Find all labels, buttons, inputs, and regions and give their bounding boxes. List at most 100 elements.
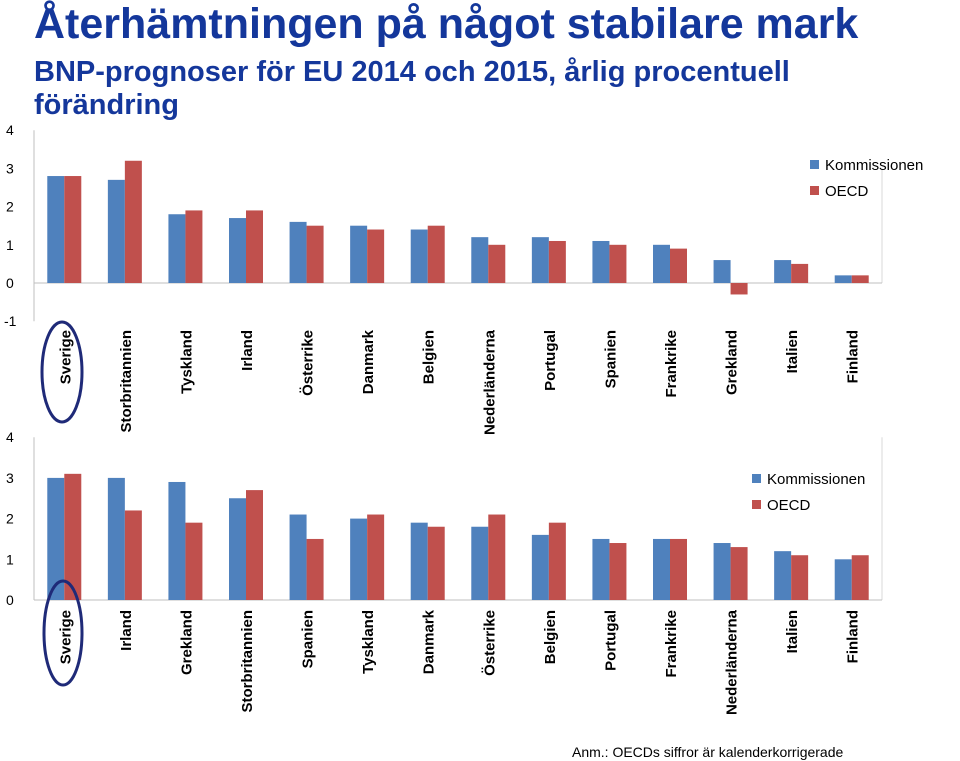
bar-oecd [64,473,82,600]
bar-oecd [306,225,324,283]
y-tick-label: 1 [6,237,14,253]
bar-oecd [609,244,627,283]
y-tick-label: 2 [6,511,14,527]
bar-kommissionen [592,240,610,283]
bar-oecd [367,514,385,600]
bar-oecd [609,543,627,600]
x-category-label: Danmark [360,329,377,394]
y-tick-label: 0 [6,275,14,291]
x-category-label: Irland [239,330,256,371]
x-category-label: Österrike [300,330,317,396]
x-category-label: Nederländerna [724,609,741,715]
bar-kommissionen [168,214,186,283]
x-category-label: Belgien [542,610,559,664]
x-category-label: Sverige [57,330,74,384]
x-category-label: Spanien [602,330,619,388]
x-category-label: Nederländerna [481,329,498,435]
bar-oecd [306,538,324,600]
y-tick-label: -1 [4,313,17,329]
legend-swatch-kommissionen [752,474,761,483]
bar-kommissionen [229,218,246,283]
bar-kommissionen [713,260,731,283]
bar-kommissionen [531,237,549,283]
highlight-ellipse [40,320,84,424]
x-category-label: Storbritannien [239,610,256,713]
bar-oecd [670,248,687,283]
x-category-label: Irland [118,610,135,651]
x-category-label: Spanien [300,610,317,668]
legend-label: OECD [825,183,869,200]
y-tick-label: 0 [6,592,14,608]
x-category-label: Frankrike [663,610,680,678]
y-tick-label: 3 [6,160,14,176]
x-category-label: Finland [845,610,862,663]
bar-kommissionen [107,477,125,600]
bar-oecd [124,510,142,600]
bar-kommissionen [592,538,610,600]
legend-label: OECD [767,497,811,514]
y-tick-label: 3 [6,470,14,486]
bar-kommissionen [107,179,125,283]
x-category-label: Tyskland [178,330,195,394]
x-category-label: Italien [784,610,801,653]
y-tick-label: 4 [6,122,14,138]
bar-kommissionen [410,522,428,600]
bar-oecd [64,176,82,283]
bar-oecd [851,555,869,600]
footnote: Anm.: OECDs siffror är kalenderkorrigera… [572,744,844,760]
bar-kommissionen [350,518,368,600]
bar-oecd [488,514,506,600]
bar-oecd [548,240,566,283]
x-category-label: Tyskland [360,610,377,674]
bar-oecd [427,225,445,283]
bar-kommissionen [229,498,246,600]
y-tick-label: 1 [6,551,14,567]
x-category-label: Portugal [542,330,559,391]
bar-oecd [851,275,869,283]
y-tick-label: 2 [6,199,14,215]
bar-kommissionen [410,229,428,283]
bar-oecd [427,526,445,600]
x-category-label: Sverige [57,610,74,664]
x-category-label: Storbritannien [118,330,135,433]
bar-kommissionen [834,559,852,600]
x-category-label: Italien [784,330,801,373]
bar-kommissionen [774,551,792,600]
bar-oecd [730,547,748,600]
x-category-label: Danmark [421,609,438,674]
x-category-label: Finland [845,330,862,383]
bar-kommissionen [531,534,549,600]
x-category-label: Österrike [481,610,498,676]
bar-oecd [548,522,566,600]
legend-label: Kommissionen [767,471,865,488]
bar-kommissionen [47,477,65,600]
bar-kommissionen [471,526,489,600]
bar-oecd [488,244,506,283]
chart-subtitle: BNP-prognoser för EU 2014 och 2015, årli… [34,56,790,121]
bar-kommissionen [471,237,489,283]
legend-swatch-kommissionen [810,160,819,169]
bar-oecd [124,160,142,283]
bar-oecd [670,538,687,600]
x-category-label: Belgien [421,330,438,384]
bar-kommissionen [289,221,307,283]
bar-oecd [791,555,809,600]
y-tick-label: 4 [6,429,14,445]
bar-oecd [185,522,203,600]
bar-kommissionen [289,514,307,600]
bar-oecd [246,490,263,600]
bar-oecd [185,210,203,283]
x-category-label: Grekland [724,330,741,395]
legend-label: Kommissionen [825,157,923,174]
highlight-ellipse [42,579,84,687]
bar-oecd [367,229,385,283]
bar-kommissionen [834,275,852,283]
bar-kommissionen [168,481,186,600]
bar-kommissionen [653,538,670,600]
bar-oecd [246,210,263,283]
bar-kommissionen [350,225,368,283]
bar-oecd [791,263,809,283]
bar-kommissionen [47,176,65,283]
